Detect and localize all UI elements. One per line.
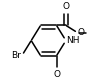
Text: O: O <box>62 2 69 11</box>
Text: NH: NH <box>66 36 79 45</box>
Text: Br: Br <box>11 51 21 60</box>
Text: O: O <box>77 28 84 37</box>
Text: O: O <box>53 70 59 79</box>
